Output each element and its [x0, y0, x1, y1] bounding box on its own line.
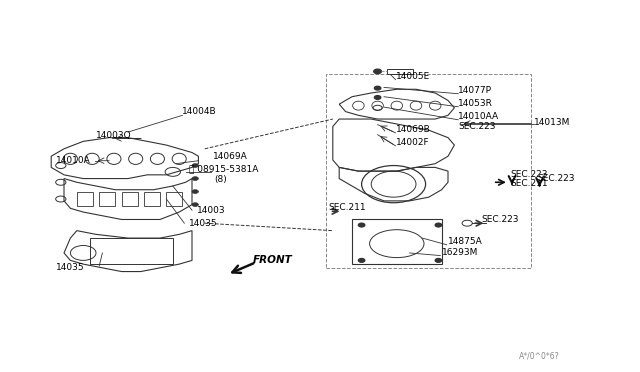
- Text: Ⓟ 08915-5381A: Ⓟ 08915-5381A: [189, 164, 258, 173]
- Text: SEC.211: SEC.211: [510, 179, 548, 188]
- Text: 14013M: 14013M: [534, 118, 571, 126]
- Text: 14010A: 14010A: [56, 156, 91, 165]
- Text: SEC.223: SEC.223: [510, 170, 548, 179]
- Bar: [144, 192, 160, 206]
- Circle shape: [374, 96, 381, 99]
- Bar: [90, 238, 173, 264]
- Text: 14035: 14035: [189, 219, 218, 228]
- Text: 14069A: 14069A: [213, 152, 248, 161]
- Text: FRONT: FRONT: [253, 255, 292, 265]
- Circle shape: [374, 86, 381, 90]
- Circle shape: [192, 190, 198, 193]
- Text: SEC.223: SEC.223: [481, 215, 519, 224]
- Circle shape: [192, 164, 198, 167]
- Circle shape: [358, 223, 365, 227]
- Bar: [99, 192, 115, 206]
- Text: SEC.211: SEC.211: [328, 203, 366, 212]
- Text: 14077P: 14077P: [458, 86, 492, 95]
- Text: SEC.223: SEC.223: [458, 122, 496, 131]
- Bar: [77, 192, 93, 206]
- Text: 14053R: 14053R: [458, 99, 493, 108]
- Circle shape: [374, 69, 381, 74]
- Text: 14010AA: 14010AA: [458, 112, 499, 121]
- Circle shape: [192, 203, 198, 206]
- Bar: [166, 192, 182, 206]
- Text: 14069B: 14069B: [396, 125, 430, 134]
- Text: 14875A: 14875A: [448, 237, 483, 246]
- Bar: [326, 74, 531, 268]
- Bar: [387, 69, 413, 74]
- Bar: [352, 219, 442, 264]
- Circle shape: [192, 177, 198, 180]
- Circle shape: [435, 259, 442, 262]
- Text: 14003Q: 14003Q: [96, 131, 132, 140]
- Bar: [122, 192, 138, 206]
- Circle shape: [358, 259, 365, 262]
- Text: 14003: 14003: [197, 206, 226, 215]
- Text: (8): (8): [214, 174, 227, 183]
- Text: 14002F: 14002F: [396, 138, 429, 147]
- Text: 14005E: 14005E: [396, 72, 430, 81]
- Text: 14004B: 14004B: [182, 107, 217, 116]
- Text: A*/0^0*6?: A*/0^0*6?: [520, 352, 560, 361]
- Text: 16293M: 16293M: [442, 248, 478, 257]
- Text: SEC.223: SEC.223: [538, 174, 575, 183]
- Text: 14035: 14035: [56, 263, 85, 272]
- Circle shape: [435, 223, 442, 227]
